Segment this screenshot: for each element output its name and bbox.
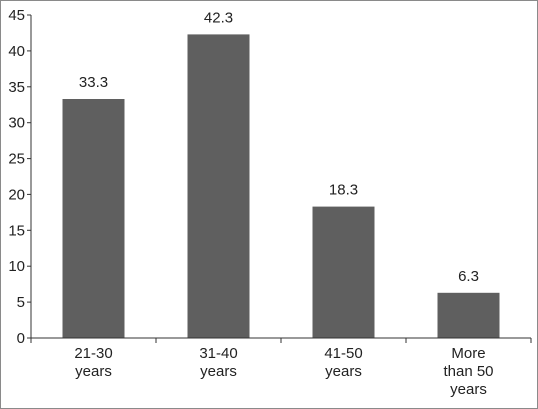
category-label-4-line-3: years (450, 381, 487, 398)
category-label-2-line-1: 31-40 (199, 345, 237, 362)
bar-3 (312, 206, 375, 338)
y-tick-label-10: 10 (8, 258, 25, 275)
y-tick-label-35: 35 (8, 79, 25, 96)
category-label-4-line-2: than 50 (443, 363, 493, 380)
data-label-4: 6.3 (458, 268, 479, 285)
y-tick-label-15: 15 (8, 222, 25, 239)
category-label-3-line-2: years (325, 363, 362, 380)
data-label-2: 42.3 (204, 9, 233, 26)
category-label-3-line-1: 41-50 (324, 345, 362, 362)
category-label-2-line-2: years (200, 363, 237, 380)
bar-1 (62, 99, 125, 338)
y-tick-label-45: 45 (8, 7, 25, 24)
y-tick-label-0: 0 (17, 330, 25, 347)
y-tick-label-25: 25 (8, 151, 25, 168)
y-tick-label-40: 40 (8, 43, 25, 60)
y-tick-label-30: 30 (8, 115, 25, 132)
category-label-1-line-2: years (75, 363, 112, 380)
data-label-3: 18.3 (329, 182, 358, 199)
y-tick-label-5: 5 (17, 294, 25, 311)
y-tick-label-20: 20 (8, 186, 25, 203)
bar-2 (187, 34, 250, 339)
category-label-4-line-1: More (451, 345, 485, 362)
bar-4 (437, 292, 500, 338)
data-label-1: 33.3 (79, 74, 108, 91)
category-label-1-line-1: 21-30 (74, 345, 112, 362)
